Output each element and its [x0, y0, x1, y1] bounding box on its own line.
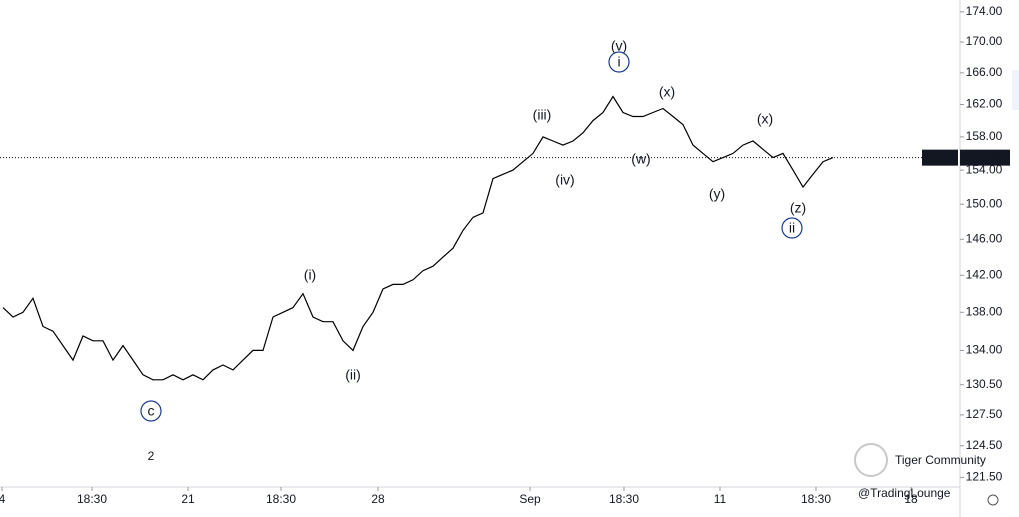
- watermark: Tiger Community: [895, 453, 986, 467]
- y-tick-label: 158.00: [966, 129, 1003, 143]
- x-tick-label: 21: [181, 492, 195, 506]
- x-tick-label: 18:30: [609, 492, 639, 506]
- x-tick-label: 18: [904, 492, 918, 506]
- x-tick-label: 4: [0, 492, 6, 506]
- settings-icon[interactable]: [987, 494, 999, 506]
- y-tick-label: 154.00: [966, 162, 1003, 176]
- x-tick-label: Sep: [519, 492, 541, 506]
- y-tick-label: 121.50: [966, 470, 1003, 484]
- wave-label: (w): [631, 151, 650, 167]
- wave-label: (z): [790, 200, 806, 216]
- y-tick-label: 124.50: [966, 438, 1003, 452]
- wave-label: (x): [757, 111, 773, 127]
- wave-label: (v): [611, 38, 627, 54]
- x-tick-label: 18:30: [266, 492, 296, 506]
- wave-label: (ii): [345, 367, 361, 383]
- wave-label: 2: [148, 449, 155, 463]
- price-line: [2, 95, 834, 381]
- x-tick-label: 11: [714, 492, 727, 506]
- y-tick-label: 127.50: [966, 407, 1003, 421]
- y-tick-label: 130.50: [966, 377, 1003, 391]
- wave-label: i: [617, 54, 620, 70]
- y-tick-label: 142.00: [966, 267, 1003, 281]
- y-tick-label: 134.00: [966, 343, 1003, 357]
- wave-label: ii: [789, 220, 795, 236]
- spot-tag: [922, 149, 958, 166]
- watermark-logo: [854, 443, 888, 477]
- wave-label: c: [148, 403, 155, 419]
- wave-circle: [781, 217, 803, 239]
- spot-value-tag: [960, 149, 1010, 166]
- spot-value: 155.49: [966, 150, 1003, 164]
- y-tick-label: 146.00: [966, 231, 1003, 245]
- wave-circle: [140, 400, 162, 422]
- wave-label: (x): [659, 84, 675, 100]
- wave-label: (iv): [555, 172, 574, 188]
- y-tick-label: 138.00: [966, 304, 1003, 318]
- x-tick-label: 18:30: [801, 492, 831, 506]
- wave-label: (i): [304, 267, 316, 283]
- y-tick-label: 170.00: [966, 34, 1003, 48]
- spot-name: SPOT: [924, 150, 957, 164]
- x-tick-label: 28: [371, 492, 385, 506]
- y-tick-label: 174.00: [966, 4, 1003, 18]
- wave-circle: [608, 51, 630, 73]
- x-tick-label: 18:30: [77, 492, 107, 506]
- scrollbar: [1012, 70, 1019, 110]
- watermark: @TradingLounge: [858, 486, 951, 500]
- wave-label: (y): [709, 186, 725, 202]
- y-tick-label: 150.00: [966, 196, 1003, 210]
- wave-label: (iii): [533, 107, 552, 123]
- y-tick-label: 162.00: [966, 97, 1003, 111]
- y-tick-label: 166.00: [966, 65, 1003, 79]
